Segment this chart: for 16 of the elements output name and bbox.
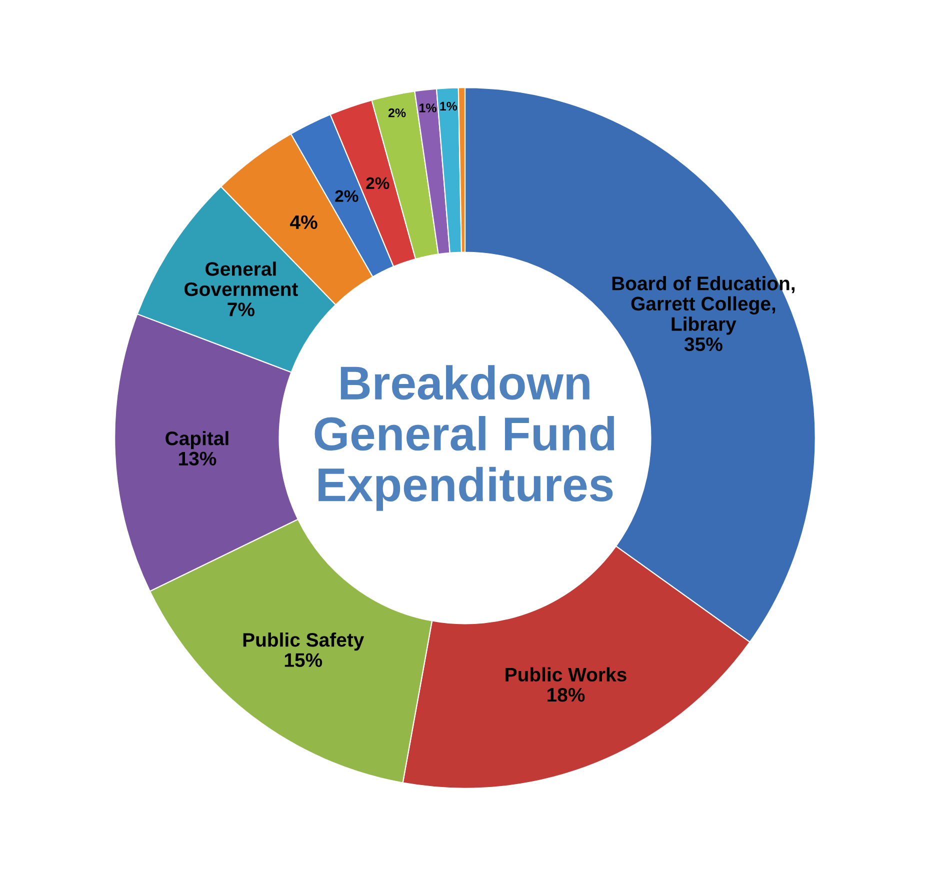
data-label: 35% xyxy=(684,337,722,352)
data-label: 15% xyxy=(284,653,322,667)
data-label: 2% xyxy=(366,177,390,190)
text: Breakdown General Fund Expenditures xyxy=(314,365,614,511)
data-label: 18% xyxy=(548,688,585,702)
data-label: 2% xyxy=(335,190,358,202)
data-label: 2% xyxy=(388,108,406,118)
data-label: 13% xyxy=(178,452,216,466)
data-label: 1% xyxy=(440,102,458,111)
data-label: 7% xyxy=(228,302,254,316)
slice-label: Capital xyxy=(166,430,228,450)
data-label: 1% xyxy=(419,104,436,112)
data-label: 4% xyxy=(290,215,318,230)
slice-label: Public Works xyxy=(506,667,626,682)
slice-label: General Government xyxy=(184,262,298,296)
slice-label: Public Safety xyxy=(243,632,364,651)
